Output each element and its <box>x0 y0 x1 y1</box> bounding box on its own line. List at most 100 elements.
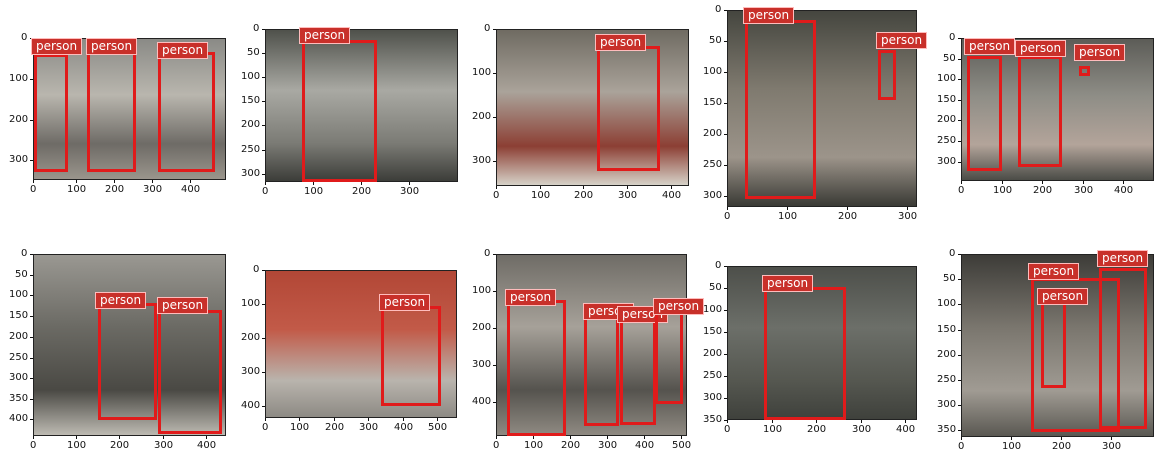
y-tick-label: 100 <box>703 66 723 77</box>
x-tick-label: 100 <box>763 424 783 435</box>
x-tick-label: 100 <box>290 422 310 433</box>
y-tick-mark <box>30 160 33 161</box>
y-tick-label: 200 <box>703 348 723 359</box>
x-tick-mark <box>570 436 571 439</box>
x-tick-mark <box>76 436 77 439</box>
x-tick-mark <box>905 420 906 423</box>
person-bounding-box <box>158 310 222 434</box>
x-tick-label: 200 <box>110 440 130 451</box>
y-tick-mark <box>493 365 496 366</box>
x-tick-label: 100 <box>304 186 324 197</box>
x-tick-mark <box>1042 181 1043 184</box>
x-tick-mark <box>33 180 34 183</box>
y-tick-label: 200 <box>937 349 957 360</box>
detection-photo <box>961 38 1154 181</box>
y-tick-label: 150 <box>937 94 957 105</box>
y-tick-mark <box>958 405 961 406</box>
y-tick-mark <box>724 72 727 73</box>
person-bounding-box <box>967 56 1002 171</box>
y-tick-mark <box>30 358 33 359</box>
y-tick-label: 50 <box>943 273 956 284</box>
y-tick-label: 100 <box>472 285 492 296</box>
x-tick-mark <box>437 418 438 421</box>
x-tick-mark <box>583 186 584 189</box>
person-label: person <box>379 294 431 311</box>
x-tick-mark <box>772 420 773 423</box>
detection-photo <box>727 266 917 420</box>
y-tick-mark <box>724 332 727 333</box>
x-tick-mark <box>299 418 300 421</box>
y-tick-label: 150 <box>703 326 723 337</box>
person-bounding-box <box>764 287 846 420</box>
x-tick-mark <box>1123 181 1124 184</box>
y-tick-mark <box>262 304 265 305</box>
x-tick-label: 0 <box>262 186 269 197</box>
y-tick-label: 300 <box>937 399 957 410</box>
person-bounding-box <box>878 50 896 100</box>
y-tick-label: 400 <box>9 413 29 424</box>
x-tick-label: 200 <box>325 422 345 433</box>
y-tick-mark <box>262 125 265 126</box>
person-bounding-box <box>34 54 68 172</box>
x-tick-label: 300 <box>618 190 638 201</box>
y-tick-mark <box>493 402 496 403</box>
y-tick-mark <box>493 73 496 74</box>
person-label: person <box>31 38 83 55</box>
person-label: person <box>95 292 147 309</box>
y-tick-label: 100 <box>9 73 29 84</box>
x-tick-mark <box>403 418 404 421</box>
y-tick-mark <box>493 328 496 329</box>
y-tick-label: 0 <box>253 264 260 275</box>
y-tick-label: 250 <box>703 159 723 170</box>
person-label: person <box>1074 44 1126 61</box>
x-tick-label: 500 <box>672 440 692 451</box>
y-tick-label: 100 <box>9 289 29 300</box>
x-tick-label: 0 <box>958 185 965 196</box>
y-tick-mark <box>30 378 33 379</box>
x-tick-label: 100 <box>1002 441 1022 452</box>
x-tick-mark <box>627 186 628 189</box>
person-bounding-box <box>620 312 656 425</box>
x-tick-label: 200 <box>352 186 372 197</box>
street-scene-photo <box>962 39 1153 180</box>
x-tick-mark <box>190 180 191 183</box>
y-tick-mark <box>958 330 961 331</box>
person-label: person <box>762 275 814 292</box>
y-tick-label: 0 <box>253 23 260 34</box>
x-tick-mark <box>265 182 266 185</box>
y-tick-label: 250 <box>937 374 957 385</box>
y-tick-label: 150 <box>703 97 723 108</box>
y-tick-mark <box>30 337 33 338</box>
person-label: person <box>1015 40 1067 57</box>
y-tick-mark <box>262 406 265 407</box>
x-tick-label: 0 <box>958 441 965 452</box>
y-tick-label: 50 <box>943 53 956 64</box>
x-tick-mark <box>681 436 682 439</box>
y-tick-label: 100 <box>937 73 957 84</box>
person-label: person <box>595 34 647 51</box>
y-tick-label: 350 <box>937 424 957 435</box>
x-tick-mark <box>1061 437 1062 440</box>
y-tick-label: 0 <box>484 248 491 259</box>
y-tick-label: 50 <box>247 47 260 58</box>
y-tick-mark <box>958 304 961 305</box>
person-label: person <box>964 38 1016 55</box>
x-tick-mark <box>265 418 266 421</box>
y-tick-mark <box>724 165 727 166</box>
y-tick-label: 150 <box>9 310 29 321</box>
x-tick-mark <box>496 186 497 189</box>
y-tick-mark <box>724 398 727 399</box>
y-tick-mark <box>958 355 961 356</box>
x-tick-mark <box>334 418 335 421</box>
y-tick-mark <box>958 79 961 80</box>
person-label: person <box>505 289 557 306</box>
x-tick-label: 100 <box>67 440 87 451</box>
street-scene-photo <box>266 30 457 181</box>
y-tick-label: 300 <box>241 366 261 377</box>
y-tick-mark <box>958 380 961 381</box>
y-tick-label: 0 <box>21 248 28 259</box>
person-bounding-box <box>381 306 441 406</box>
detection-photo <box>33 254 226 436</box>
detection-photo <box>961 254 1154 437</box>
